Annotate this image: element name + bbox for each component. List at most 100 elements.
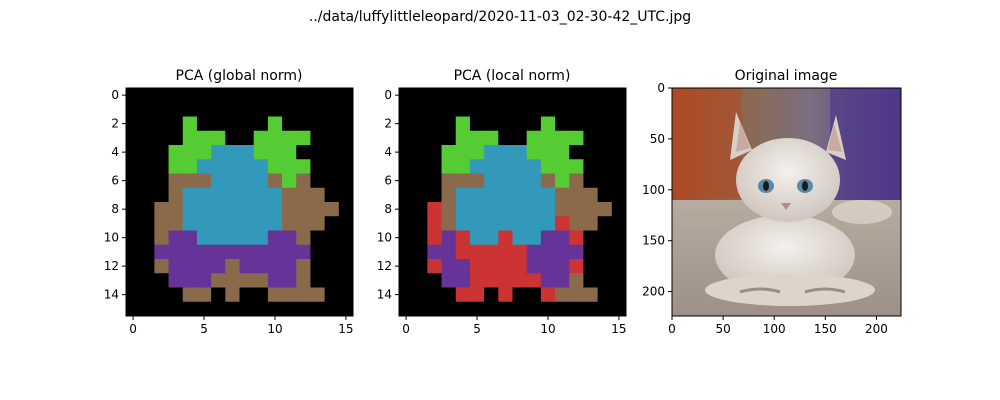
y-tick-label: 200 [642,285,665,299]
heatmap-cell [338,116,354,132]
heatmap-cell [569,130,584,146]
heatmap-cell [154,259,169,274]
heatmap-cell [399,259,414,274]
heatmap-cell [310,159,326,174]
heatmap-cell [427,173,442,189]
heatmap-cell [526,244,542,260]
heatmap-cell [399,301,414,317]
x-tick-label: 50 [715,322,730,336]
heatmap-cell [140,287,155,303]
heatmap-cell [282,273,297,288]
heatmap-cell [399,216,414,231]
heatmap-cell [484,244,499,260]
heatmap-cell [498,145,513,160]
heatmap-cell [196,130,212,146]
heatmap-cell [526,173,542,189]
heatmap-cell [126,273,141,288]
heatmap-cell [555,259,570,274]
panel-pca-local: PCA (local norm) 0 5 10 15 0 2 4 6 8 10 12 14 [377,68,627,336]
heatmap-cell [225,216,240,231]
heatmap-cell [126,173,141,189]
heatmap-cell [569,159,584,174]
heatmap-cell [526,130,542,146]
heatmap-cell [211,173,226,189]
heatmap-cell [296,130,311,146]
heatmap-cell [555,273,570,288]
heatmap-cell [611,116,627,132]
heatmap-cell [140,130,155,146]
heatmap-cell [455,287,471,303]
heatmap-cell [555,88,570,103]
heatmap-cell [154,301,169,317]
heatmap-cell [540,244,556,260]
heatmap-cell [282,187,297,203]
heatmap-cell [267,173,283,189]
heatmap-cell [282,159,297,174]
heatmap-cell [399,130,414,146]
heatmap-cell [569,102,584,117]
heatmap-cell [555,230,570,246]
heatmap-cell [168,287,184,303]
heatmap-cell [225,88,240,103]
heatmap-cell [512,173,528,189]
heatmap-cell [399,273,414,288]
heatmap-cell [282,88,297,103]
heatmap-cell [399,230,414,246]
heatmap-cell [413,259,428,274]
y-tick-label: 2 [384,117,392,131]
heatmap-cell [526,230,542,246]
heatmap-cell [399,287,414,303]
heatmap-cell [126,145,141,160]
y-axis: 0 2 4 6 8 10 12 14 [377,88,399,302]
heatmap-cell [253,301,269,317]
heatmap-cell [540,145,556,160]
heatmap-cell [484,259,499,274]
heatmap-cell [211,130,226,146]
heatmap-cell [526,116,542,132]
heatmap-cell [253,230,269,246]
y-tick-label: 2 [111,117,119,131]
heatmap-cell [498,173,513,189]
heatmap-cell [540,159,556,174]
heatmap-cell [597,230,613,246]
heatmap-cell [239,88,255,103]
heatmap-cell [498,187,513,203]
heatmap-cell [338,287,354,303]
heatmap-cell [338,273,354,288]
heatmap-cell [399,88,414,103]
heatmap-cell [441,145,457,160]
heatmap-cell [196,145,212,160]
heatmap-cell [296,173,311,189]
heatmap-cell [168,230,184,246]
heatmap-cell [182,159,198,174]
heatmap-cell [484,130,499,146]
heatmap-cell [399,173,414,189]
heatmap-cell [196,216,212,231]
heatmap-cell [126,287,141,303]
heatmap-cell [126,202,141,217]
y-tick-label: 6 [384,174,392,188]
heatmap-cell [310,173,326,189]
heatmap-cell [540,173,556,189]
x-tick-label: 5 [200,322,208,336]
heatmap-cell [239,187,255,203]
heatmap-cell [324,244,340,260]
heatmap-cell [413,159,428,174]
heatmap-cell [498,159,513,174]
heatmap-cell [126,102,141,117]
heatmap-cell [441,187,457,203]
heatmap-cell [469,273,485,288]
heatmap-cell [154,159,169,174]
heatmap-cell [211,159,226,174]
heatmap-cell [310,230,326,246]
heatmap-cell [196,116,212,132]
heatmap-cell [555,301,570,317]
heatmap-cell [399,145,414,160]
heatmap-cell [324,88,340,103]
heatmap-cell [296,88,311,103]
heatmap-cell [324,287,340,303]
heatmap-cell [498,202,513,217]
heatmap-cell [168,130,184,146]
heatmap-cell [154,244,169,260]
